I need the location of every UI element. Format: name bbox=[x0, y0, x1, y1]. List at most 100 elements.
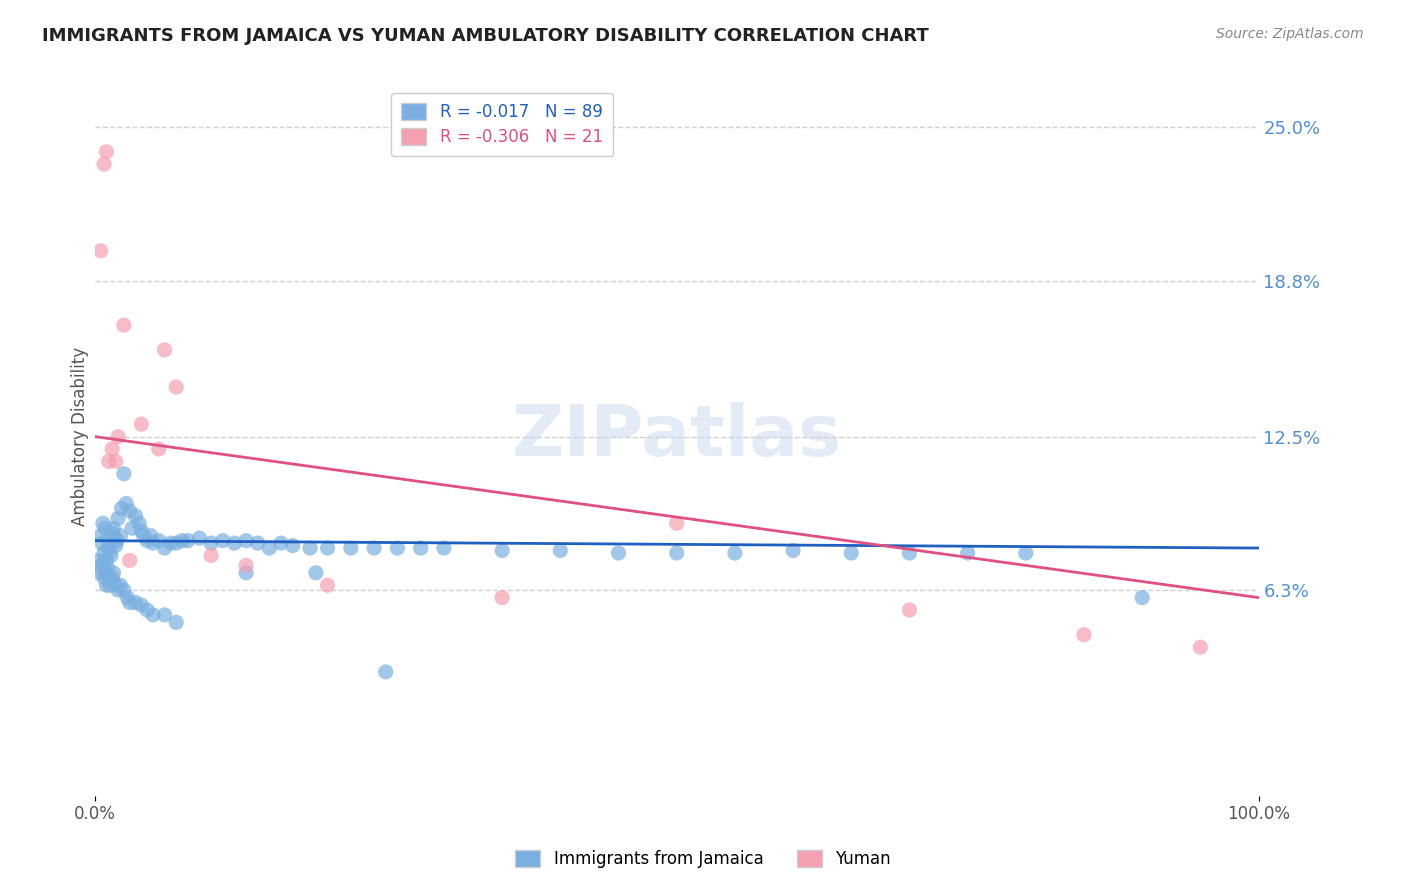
Point bbox=[128, 516, 150, 531]
Point bbox=[956, 546, 979, 560]
Y-axis label: Ambulatory Disability: Ambulatory Disability bbox=[72, 347, 89, 526]
Point bbox=[90, 529, 112, 543]
Point bbox=[153, 541, 176, 555]
Point bbox=[110, 578, 132, 592]
Point bbox=[94, 566, 117, 580]
Legend: R = -0.017   N = 89, R = -0.306   N = 21: R = -0.017 N = 89, R = -0.306 N = 21 bbox=[391, 93, 613, 156]
Point bbox=[270, 536, 292, 550]
Point bbox=[316, 578, 339, 592]
Point bbox=[1015, 546, 1038, 560]
Point bbox=[96, 553, 118, 567]
Point bbox=[112, 318, 135, 333]
Point bbox=[98, 543, 121, 558]
Point bbox=[93, 571, 115, 585]
Point bbox=[91, 556, 114, 570]
Point bbox=[172, 533, 194, 548]
Point bbox=[142, 607, 165, 622]
Point bbox=[211, 533, 233, 548]
Point bbox=[148, 533, 170, 548]
Point bbox=[165, 615, 187, 630]
Point bbox=[898, 546, 921, 560]
Point bbox=[121, 521, 143, 535]
Point bbox=[235, 566, 257, 580]
Point bbox=[93, 157, 115, 171]
Point bbox=[224, 536, 246, 550]
Point bbox=[665, 546, 688, 560]
Point bbox=[104, 454, 127, 468]
Point bbox=[898, 603, 921, 617]
Point bbox=[117, 591, 139, 605]
Point bbox=[96, 145, 118, 159]
Point bbox=[1130, 591, 1153, 605]
Point bbox=[724, 546, 747, 560]
Point bbox=[101, 526, 124, 541]
Point bbox=[607, 546, 630, 560]
Point bbox=[235, 533, 257, 548]
Point bbox=[118, 596, 141, 610]
Point bbox=[153, 607, 176, 622]
Point bbox=[131, 598, 153, 612]
Point bbox=[91, 516, 114, 531]
Point bbox=[409, 541, 432, 555]
Point bbox=[340, 541, 363, 555]
Point bbox=[165, 536, 187, 550]
Point bbox=[96, 578, 118, 592]
Point bbox=[93, 546, 115, 560]
Point bbox=[98, 578, 121, 592]
Point bbox=[148, 442, 170, 456]
Point bbox=[110, 529, 132, 543]
Point bbox=[142, 536, 165, 550]
Point bbox=[97, 533, 120, 548]
Point bbox=[139, 529, 162, 543]
Point bbox=[491, 591, 513, 605]
Point bbox=[159, 536, 181, 550]
Point bbox=[97, 561, 120, 575]
Point bbox=[101, 442, 124, 456]
Point bbox=[839, 546, 862, 560]
Point bbox=[97, 571, 120, 585]
Point bbox=[124, 596, 146, 610]
Point bbox=[165, 380, 187, 394]
Point bbox=[387, 541, 409, 555]
Point bbox=[665, 516, 688, 531]
Point bbox=[136, 533, 159, 548]
Point bbox=[299, 541, 322, 555]
Point bbox=[90, 536, 112, 550]
Point bbox=[259, 541, 281, 555]
Point bbox=[115, 496, 138, 510]
Point bbox=[100, 574, 122, 588]
Point bbox=[177, 533, 200, 548]
Point bbox=[136, 603, 159, 617]
Point bbox=[97, 454, 120, 468]
Point bbox=[118, 553, 141, 567]
Point bbox=[188, 531, 211, 545]
Point bbox=[782, 543, 804, 558]
Point bbox=[124, 508, 146, 523]
Point bbox=[90, 561, 112, 575]
Point bbox=[103, 566, 125, 580]
Point bbox=[112, 583, 135, 598]
Text: ZIPatlas: ZIPatlas bbox=[512, 402, 842, 471]
Point bbox=[112, 467, 135, 481]
Point bbox=[94, 521, 117, 535]
Point bbox=[89, 566, 111, 580]
Point bbox=[104, 539, 127, 553]
Point bbox=[200, 549, 222, 563]
Point bbox=[107, 511, 129, 525]
Point bbox=[305, 566, 328, 580]
Point bbox=[153, 343, 176, 357]
Text: IMMIGRANTS FROM JAMAICA VS YUMAN AMBULATORY DISABILITY CORRELATION CHART: IMMIGRANTS FROM JAMAICA VS YUMAN AMBULAT… bbox=[42, 27, 929, 45]
Point bbox=[103, 521, 125, 535]
Point bbox=[101, 571, 124, 585]
Point bbox=[104, 578, 127, 592]
Point bbox=[1073, 628, 1095, 642]
Point bbox=[246, 536, 269, 550]
Point bbox=[235, 558, 257, 573]
Point bbox=[550, 543, 572, 558]
Point bbox=[131, 524, 153, 538]
Text: Source: ZipAtlas.com: Source: ZipAtlas.com bbox=[1216, 27, 1364, 41]
Point bbox=[97, 541, 120, 555]
Point bbox=[118, 504, 141, 518]
Point bbox=[374, 665, 396, 679]
Point bbox=[90, 244, 112, 258]
